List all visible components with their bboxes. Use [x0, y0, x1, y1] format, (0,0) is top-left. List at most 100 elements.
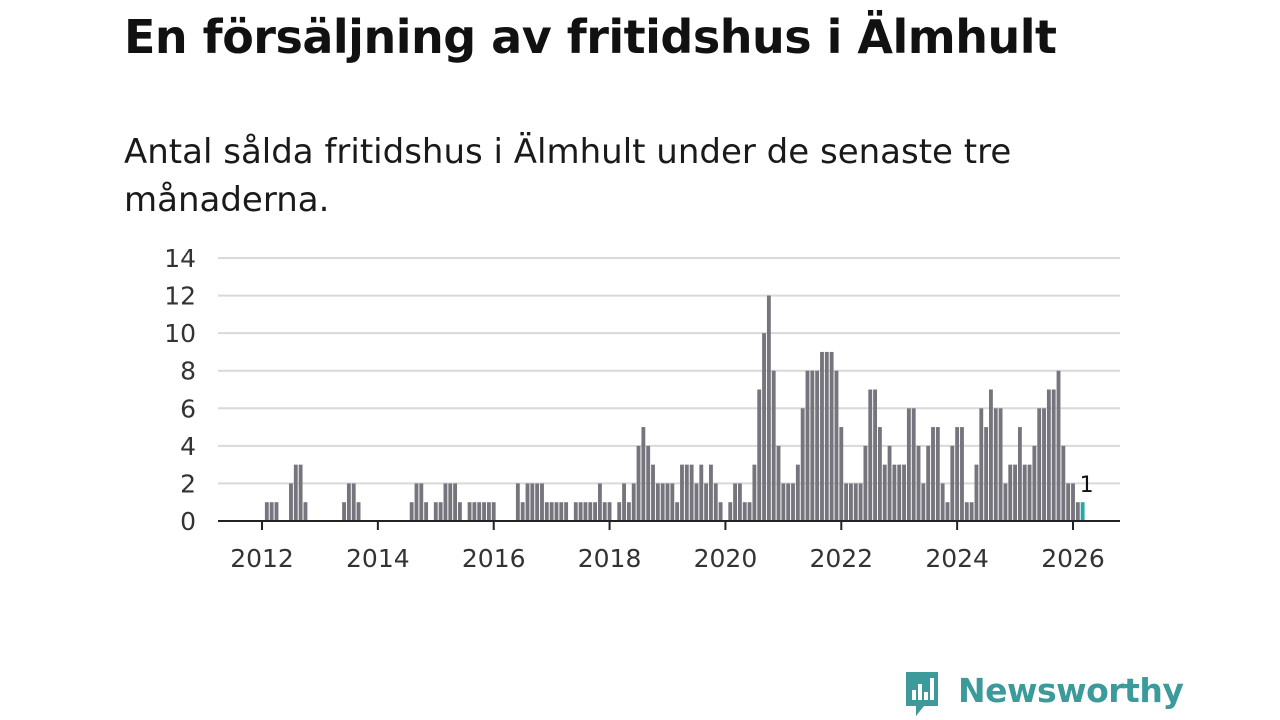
bar — [303, 502, 308, 521]
bar — [810, 370, 815, 521]
bar — [540, 483, 544, 521]
bar — [351, 483, 356, 521]
bar — [1046, 389, 1051, 521]
bar — [651, 464, 655, 521]
bar — [482, 502, 486, 521]
bar-chart: 0 2 4 6 8 10 12 14 1 2012 2014 2016 2018 2020 2022 2024… — [164, 244, 1120, 573]
bar — [771, 370, 776, 521]
bar — [660, 483, 665, 521]
bar — [675, 502, 680, 521]
brand-name: Newsworthy — [958, 671, 1184, 710]
bar — [984, 427, 989, 521]
y-tick-label: 0 — [180, 507, 196, 536]
bar — [631, 483, 636, 521]
bar — [791, 483, 795, 521]
bar — [1008, 464, 1013, 521]
bar — [467, 502, 472, 521]
bar — [762, 333, 766, 521]
bar — [873, 389, 878, 521]
bar — [414, 483, 419, 521]
bar — [626, 502, 631, 521]
bar — [564, 502, 569, 521]
bar — [858, 483, 863, 521]
bar — [646, 445, 651, 521]
bar — [289, 483, 293, 521]
bar — [583, 502, 588, 521]
bar — [607, 502, 612, 521]
bar — [824, 351, 829, 521]
bar — [264, 502, 269, 521]
bar — [433, 502, 438, 521]
bar — [902, 464, 906, 521]
bar — [1037, 408, 1042, 521]
bar — [781, 483, 786, 521]
bar — [713, 483, 718, 521]
bar — [680, 464, 684, 521]
bar — [989, 389, 993, 521]
bar — [950, 445, 955, 521]
highlight-bar — [1080, 502, 1085, 521]
bar — [269, 502, 274, 521]
bar — [993, 408, 998, 521]
bar — [839, 427, 844, 521]
bar — [346, 483, 351, 521]
bar — [694, 483, 699, 521]
bar — [1051, 389, 1056, 521]
bar — [549, 502, 554, 521]
bar — [520, 502, 525, 521]
bar — [805, 370, 810, 521]
axes: 0 2 4 6 8 10 12 14 1 2012 2014 2016 2018 2020 2022 2024… — [164, 244, 1120, 573]
bar — [766, 295, 771, 521]
bar — [877, 427, 882, 521]
bar — [655, 483, 660, 521]
bar — [757, 389, 762, 521]
bar — [665, 483, 670, 521]
bar — [863, 445, 868, 521]
bar — [588, 502, 593, 521]
bar — [974, 464, 979, 521]
bar — [926, 445, 931, 521]
x-tick-label: 2024 — [925, 544, 989, 573]
bar — [844, 483, 849, 521]
bar — [438, 502, 443, 521]
bar — [472, 502, 477, 521]
page-title: En försäljning av fritidshus i Älmhult — [124, 10, 1057, 64]
grid-lines — [218, 257, 1120, 485]
bar — [897, 464, 902, 521]
bar — [559, 502, 564, 521]
bar — [636, 445, 641, 521]
bar — [573, 502, 578, 521]
bar — [641, 427, 646, 521]
bar — [453, 483, 458, 521]
bar — [747, 502, 752, 521]
bar — [849, 483, 853, 521]
bar — [960, 427, 964, 521]
bar — [834, 370, 839, 521]
y-tick-label: 4 — [180, 432, 196, 461]
bar — [684, 464, 689, 521]
bar — [955, 427, 960, 521]
bar — [274, 502, 279, 521]
bar — [979, 408, 984, 521]
bar — [776, 445, 781, 521]
y-tick-label: 12 — [164, 282, 196, 311]
bar — [1056, 370, 1061, 521]
bars — [264, 295, 1085, 521]
bar — [795, 464, 800, 521]
bar — [535, 483, 540, 521]
bar — [718, 502, 723, 521]
bar — [293, 464, 298, 521]
bar — [578, 502, 583, 521]
bar — [1042, 408, 1046, 521]
bar — [424, 502, 429, 521]
bar — [964, 502, 969, 521]
bar — [829, 351, 834, 521]
bar — [298, 464, 303, 521]
bar — [752, 464, 757, 521]
x-tick-label: 2022 — [809, 544, 873, 573]
bar — [486, 502, 491, 521]
bar — [742, 502, 747, 521]
bar — [554, 502, 559, 521]
bar — [443, 483, 448, 521]
bar — [477, 502, 482, 521]
